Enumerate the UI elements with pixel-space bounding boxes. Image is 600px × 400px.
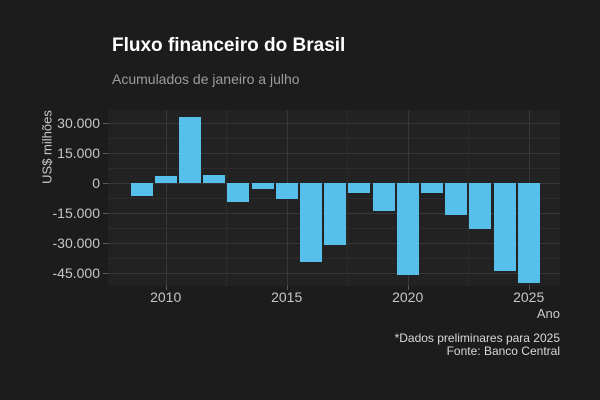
bar-2016 [299, 183, 322, 263]
bar-2025 [517, 183, 540, 284]
bar-2019 [372, 183, 395, 212]
x-tick-mark [528, 286, 530, 290]
x-axis-title: Ano [536, 306, 560, 321]
caption: *Dados preliminares para 2025 Fonte: Ban… [395, 332, 560, 358]
gridline-minor-h [108, 138, 560, 140]
x-tick-label: 2010 [150, 289, 182, 305]
bar-2015 [275, 183, 298, 200]
x-tick-mark [407, 286, 409, 290]
y-tick-mark [103, 123, 108, 125]
bar-2011 [178, 116, 201, 184]
y-tick-label: -15.000 [52, 205, 100, 222]
gridline-minor-h [108, 258, 560, 260]
bar-2009 [130, 183, 153, 197]
x-tick-mark [165, 286, 167, 290]
y-tick-mark [103, 213, 108, 215]
bar-2014 [251, 183, 274, 189]
y-tick-label: -30.000 [52, 235, 100, 252]
x-tick-label: 2015 [271, 289, 303, 305]
gridline-minor-v [468, 110, 470, 286]
bar-2012 [203, 175, 226, 184]
gridline-minor-v [226, 110, 228, 286]
y-tick-mark [103, 273, 108, 274]
bar-2023 [469, 183, 492, 230]
y-tick-mark [103, 153, 108, 155]
bar-2020 [396, 183, 419, 275]
caption-source: Fonte: Banco Central [446, 344, 560, 358]
gridline-minor-v [347, 110, 349, 286]
y-tick-label: 30.000 [57, 115, 100, 132]
chart-title: Fluxo financeiro do Brasil [112, 35, 346, 56]
plot-panel [108, 110, 560, 286]
x-tick-label: 2020 [392, 289, 424, 305]
y-tick-mark [103, 183, 108, 185]
bar-2018 [348, 183, 371, 194]
bar-2010 [154, 175, 177, 184]
gridline-minor-h [108, 168, 560, 170]
bar-2024 [493, 183, 516, 272]
chart-subtitle: Acumulados de janeiro a julho [112, 71, 300, 87]
x-tick-label: 2025 [513, 289, 545, 305]
x-tick-mark [286, 286, 288, 290]
gridline-major-h [108, 273, 560, 274]
y-tick-label: 15.000 [57, 145, 100, 162]
y-tick-label: -45.000 [52, 265, 100, 281]
bar-2013 [227, 183, 250, 203]
bar-2021 [420, 183, 443, 194]
bar-2022 [445, 183, 468, 215]
gridline-major-h [108, 153, 560, 155]
y-tick-mark [103, 243, 108, 245]
gridline-major-v [165, 110, 167, 286]
y-tick-label: 0 [92, 175, 100, 192]
caption-note: *Dados preliminares para 2025 [394, 331, 560, 345]
gridline-major-h [108, 123, 560, 125]
bar-2017 [324, 183, 347, 245]
